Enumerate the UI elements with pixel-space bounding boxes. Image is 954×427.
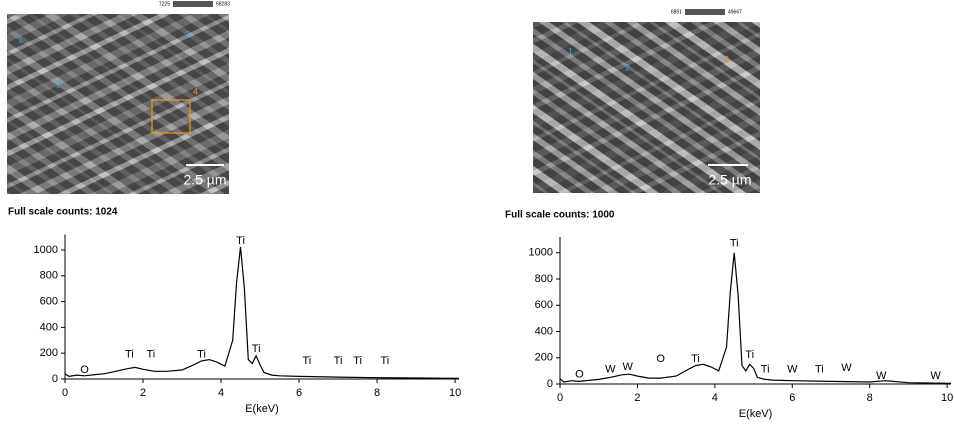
y-tick-label: 600 [40, 295, 58, 307]
marker-label: 3 [185, 29, 190, 39]
peak-label: W [623, 361, 634, 373]
chart-subtitle: Full scale counts: 1000 [505, 210, 615, 221]
peak-label: W [605, 363, 616, 375]
y-tick-label: 400 [535, 325, 553, 337]
peak-label: Ti [745, 349, 754, 361]
scale-bar-label: 2.5 µm [708, 172, 751, 188]
x-tick-label: 8 [374, 387, 380, 399]
peak-label: Ti [353, 355, 362, 367]
y-tick-label: 0 [52, 373, 58, 385]
peak-label: Ti [146, 348, 155, 360]
chart-subtitle: Full scale counts: 1024 [8, 207, 118, 218]
colorbar-max: 68283 [216, 1, 230, 7]
y-tick-label: 1000 [529, 247, 553, 259]
peak-label: Ti [125, 348, 134, 360]
peak-label: W [841, 362, 852, 374]
y-tick-label: 200 [535, 352, 553, 364]
peak-label: Ti [236, 235, 245, 247]
marker-label: 4 [193, 86, 198, 96]
y-tick-label: 600 [535, 299, 553, 311]
peak-label: O [80, 364, 89, 376]
peak-label: Ti [730, 237, 739, 249]
y-tick-label: 0 [547, 378, 553, 390]
peak-label: W [930, 370, 941, 382]
y-tick-label: 400 [40, 321, 58, 333]
peak-label: W [876, 370, 887, 382]
x-tick-label: 10 [941, 392, 953, 404]
y-tick-label: 1000 [34, 244, 58, 256]
peak-label: Ti [334, 355, 343, 367]
peak-label: Ti [380, 355, 389, 367]
marker-label: 3 [724, 54, 729, 64]
x-tick-label: 4 [712, 392, 718, 404]
x-tick-label: 10 [449, 387, 461, 399]
peak-label: Ti [815, 363, 824, 375]
x-tick-label: 2 [634, 392, 640, 404]
x-axis-label: E(keV) [739, 408, 773, 420]
x-tick-label: 0 [62, 387, 68, 399]
y-tick-label: 200 [40, 347, 58, 359]
marker-label: 2 [625, 62, 630, 72]
peak-label: Ti [761, 363, 770, 375]
colorbar-min: 7225 [159, 1, 170, 7]
scale-bar-label: 2.5 µm [183, 172, 226, 188]
figure: 7225 68283 1 2 3 4 2.5 µm 6891 49667 1 2… [0, 0, 954, 422]
peak-label: O [656, 353, 665, 365]
x-tick-label: 6 [789, 392, 795, 404]
peak-label: Ti [302, 355, 311, 367]
x-tick-label: 0 [557, 392, 563, 404]
x-axis-label: E(keV) [245, 403, 279, 415]
x-tick-label: 4 [218, 387, 224, 399]
peak-label: Ti [691, 353, 700, 365]
marker-label: 1 [18, 34, 23, 44]
peak-label: W [787, 363, 798, 375]
x-tick-label: 2 [140, 387, 146, 399]
colorbar-max: 49667 [728, 9, 742, 15]
peak-label: O [575, 369, 584, 381]
marker-label: 1 [568, 46, 573, 56]
sem-image: 6891 49667 1 2 3 2.5 µm [533, 9, 760, 193]
peak-label: Ti [197, 348, 206, 360]
x-tick-label: 6 [296, 387, 302, 399]
peak-label: Ti [252, 343, 261, 355]
y-tick-label: 800 [535, 273, 553, 285]
y-tick-label: 800 [40, 270, 58, 282]
spectrum-line [560, 253, 951, 383]
sem-image: 7225 68283 1 2 3 4 2.5 µm [7, 1, 230, 194]
colorbar-min: 6891 [671, 9, 682, 15]
x-tick-label: 8 [867, 392, 873, 404]
marker-label: 2 [56, 79, 61, 89]
